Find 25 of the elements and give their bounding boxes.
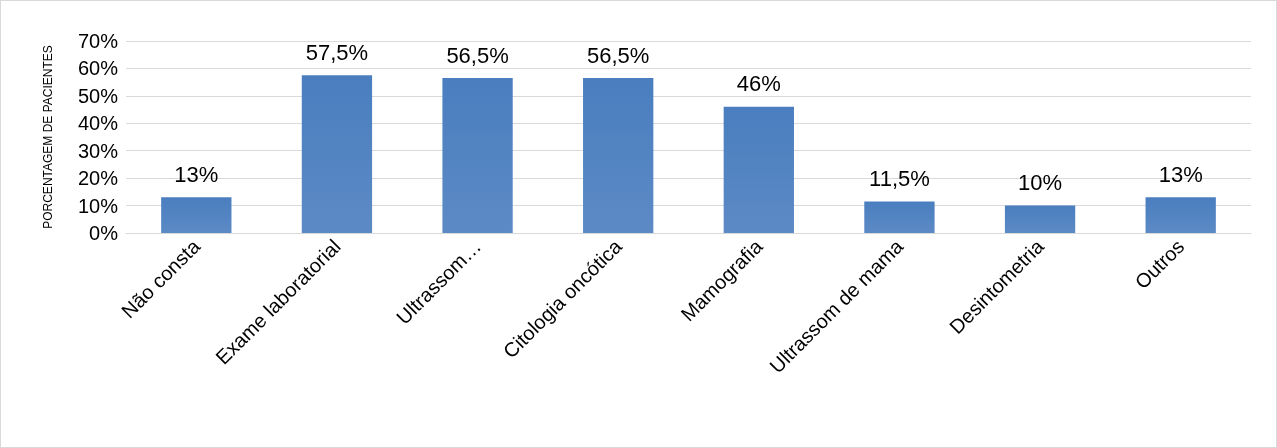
data-label: 10% bbox=[1018, 170, 1063, 196]
data-label: 56,5% bbox=[586, 42, 650, 68]
data-label: 11,5% bbox=[869, 165, 930, 191]
bar bbox=[301, 75, 373, 233]
bar bbox=[723, 106, 794, 233]
y-tick-label: 30% bbox=[77, 139, 119, 162]
bar bbox=[1145, 197, 1216, 233]
data-label: 13% bbox=[174, 161, 219, 187]
data-label: 56,5% bbox=[446, 42, 509, 68]
y-axis-title: PORCENTAGEM DE PACIENTES bbox=[41, 45, 55, 229]
y-tick-label: 70% bbox=[77, 30, 119, 52]
bar bbox=[161, 197, 232, 233]
y-tick-label: 60% bbox=[77, 57, 119, 80]
y-tick-label: 40% bbox=[77, 112, 119, 135]
bar bbox=[864, 201, 935, 233]
y-tick-label: 0% bbox=[89, 222, 119, 244]
bar bbox=[583, 78, 654, 233]
y-tick-label: 50% bbox=[77, 84, 119, 107]
data-label: 46% bbox=[736, 71, 781, 97]
data-label: 57,5% bbox=[305, 39, 369, 65]
data-label: 13% bbox=[1158, 161, 1203, 187]
bar bbox=[1004, 205, 1076, 233]
bar bbox=[442, 78, 513, 233]
y-tick-label: 10% bbox=[77, 194, 119, 217]
y-tick-label: 20% bbox=[77, 167, 119, 190]
